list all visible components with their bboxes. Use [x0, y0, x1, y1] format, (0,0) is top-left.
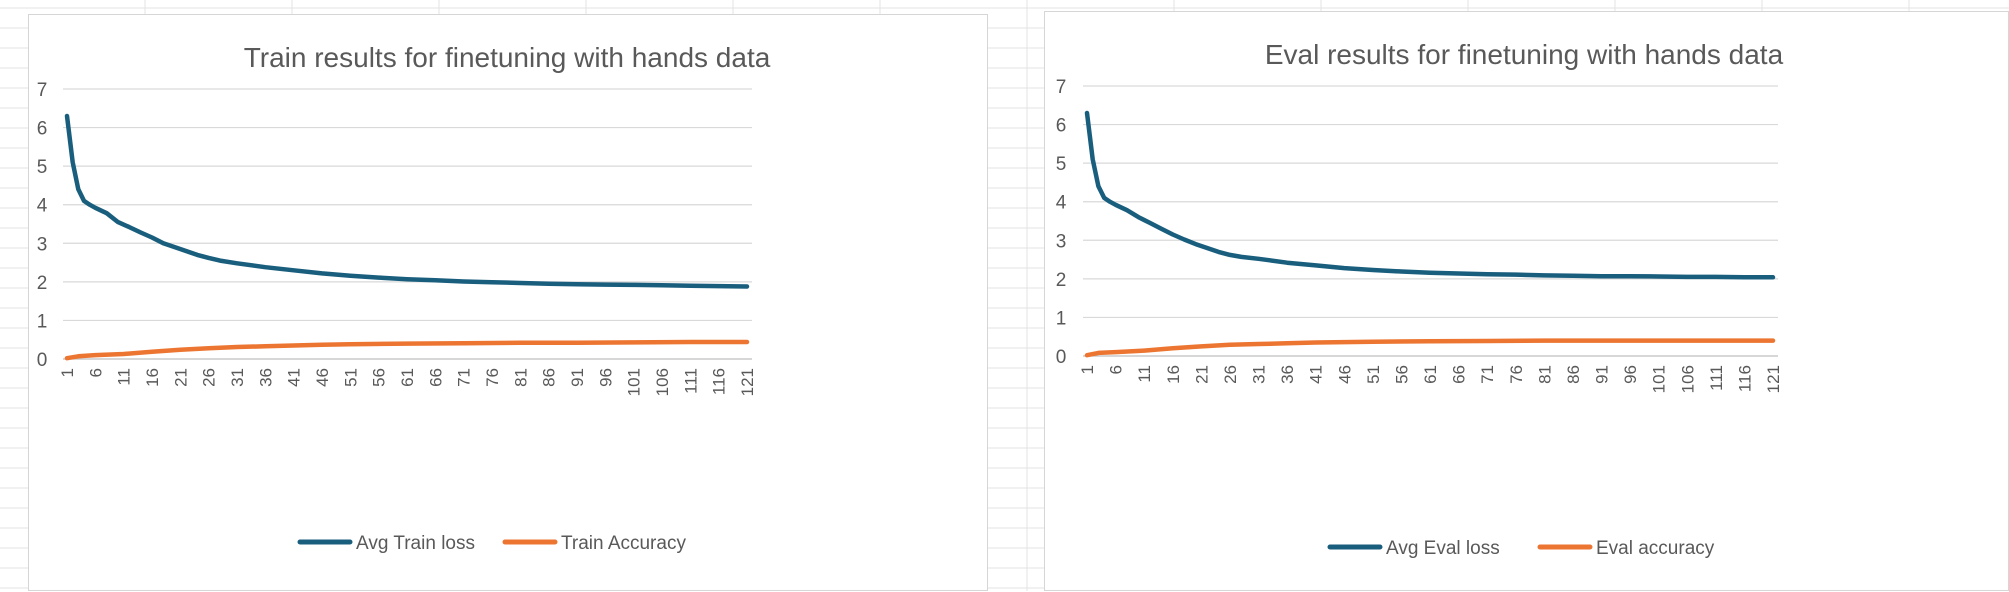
x-tick-label: 6	[86, 368, 105, 377]
gridlines	[1083, 85, 1778, 357]
x-tick-label: 111	[681, 368, 700, 394]
x-tick-label: 101	[625, 368, 644, 396]
x-tick-label: 31	[1250, 365, 1269, 384]
series-lines	[64, 113, 750, 361]
x-tick-label: 121	[1764, 365, 1783, 393]
x-tick-label: 46	[313, 368, 332, 387]
x-tick-label: 26	[1221, 365, 1240, 384]
legend[interactable]: Avg Eval loss Eval accuracy	[1327, 538, 1715, 559]
eval-chart-plot: Eval results for finetuning with hands d…	[1056, 39, 1784, 559]
y-tick-label: 2	[37, 273, 48, 294]
x-tick-label: 21	[171, 368, 190, 387]
y-tick-label: 7	[37, 80, 48, 101]
x-tick-label: 16	[143, 368, 162, 387]
x-tick-label: 66	[1450, 365, 1469, 384]
x-tick-label: 36	[1278, 365, 1297, 384]
x-tick-label: 61	[1421, 365, 1440, 384]
y-tick-label: 0	[37, 350, 48, 371]
x-tick-label: 61	[398, 368, 417, 387]
x-tick-label: 1	[1078, 365, 1097, 374]
x-tick-label: 71	[455, 368, 474, 387]
x-tick-label: 66	[426, 368, 445, 387]
x-axis-tick-labels: 1 6 11 16 21 26 31 36 41 46 51 56 61 66 71 76 81 86 91 96 10…	[1078, 365, 1783, 393]
x-tick-label: 56	[370, 368, 389, 387]
x-tick-label: 101	[1650, 365, 1669, 393]
x-tick-label: 111	[1707, 365, 1726, 391]
y-tick-label: 6	[1056, 116, 1067, 137]
legend[interactable]: Avg Train loss Train Accuracy	[297, 533, 686, 554]
x-tick-label: 36	[256, 368, 275, 387]
legend-label-loss: Avg Train loss	[356, 533, 475, 554]
x-tick-label: 116	[1735, 365, 1754, 392]
y-tick-label: 0	[1056, 347, 1067, 368]
y-tick-label: 6	[37, 119, 48, 140]
x-tick-label: 76	[1507, 365, 1526, 384]
x-tick-label: 16	[1164, 365, 1183, 384]
x-tick-label: 1	[58, 368, 77, 377]
x-tick-label: 11	[115, 368, 134, 386]
y-axis-tick-labels: 0 1 2 3 4 5 6 7	[37, 80, 48, 371]
x-axis-tick-labels: 1 6 11 16 21 26 31 36 41 46 51 56 61 66 71 76 81 86 91 96 10…	[58, 368, 757, 396]
y-tick-label: 1	[1056, 308, 1067, 329]
x-tick-label: 106	[1678, 365, 1697, 393]
x-tick-label: 71	[1478, 365, 1497, 384]
chart-title: Train results for finetuning with hands …	[244, 42, 771, 73]
x-tick-label: 21	[1192, 365, 1211, 384]
y-tick-label: 3	[37, 234, 48, 255]
x-tick-label: 41	[285, 368, 304, 387]
x-tick-label: 116	[710, 368, 729, 395]
legend-label-accuracy: Train Accuracy	[561, 533, 686, 554]
x-tick-label: 6	[1107, 365, 1126, 374]
x-tick-label: 51	[1364, 365, 1383, 384]
x-tick-label: 81	[1535, 365, 1554, 384]
y-tick-label: 1	[37, 311, 48, 332]
x-tick-label: 106	[653, 368, 672, 396]
train-chart-plot: Train results for finetuning with hands …	[37, 42, 771, 554]
x-tick-label: 31	[228, 368, 247, 387]
y-tick-label: 4	[37, 196, 48, 217]
train-results-chart[interactable]: Train results for finetuning with hands …	[28, 14, 988, 591]
legend-label-loss: Avg Eval loss	[1386, 538, 1500, 559]
gridlines	[63, 88, 752, 360]
y-axis-tick-labels: 0 1 2 3 4 5 6 7	[1056, 77, 1067, 368]
x-tick-label: 81	[511, 368, 530, 387]
x-tick-label: 46	[1335, 365, 1354, 384]
x-tick-label: 76	[483, 368, 502, 387]
x-tick-label: 56	[1392, 365, 1411, 384]
x-tick-label: 86	[1564, 365, 1583, 384]
y-tick-label: 5	[37, 157, 48, 178]
y-tick-label: 2	[1056, 270, 1067, 291]
y-tick-label: 7	[1056, 77, 1067, 98]
legend-label-accuracy: Eval accuracy	[1596, 538, 1715, 559]
x-tick-label: 121	[738, 368, 757, 396]
x-tick-label: 86	[540, 368, 559, 387]
eval-results-chart[interactable]: Eval results for finetuning with hands d…	[1044, 11, 2009, 591]
y-tick-label: 3	[1056, 231, 1067, 252]
chart-title: Eval results for finetuning with hands d…	[1265, 39, 1784, 70]
loss-series-line	[64, 113, 750, 289]
x-tick-label: 91	[1593, 365, 1612, 384]
x-tick-label: 96	[596, 368, 615, 387]
accuracy-series-line	[64, 339, 750, 361]
y-tick-label: 4	[1056, 193, 1067, 214]
x-tick-label: 51	[341, 368, 360, 387]
x-tick-label: 11	[1135, 365, 1154, 383]
series-lines	[1084, 110, 1776, 358]
x-tick-label: 26	[200, 368, 219, 387]
loss-series-line	[1084, 110, 1776, 280]
y-tick-label: 5	[1056, 154, 1067, 175]
accuracy-series-line	[1084, 338, 1776, 358]
x-tick-label: 41	[1307, 365, 1326, 384]
x-tick-label: 96	[1621, 365, 1640, 384]
x-tick-label: 91	[568, 368, 587, 387]
